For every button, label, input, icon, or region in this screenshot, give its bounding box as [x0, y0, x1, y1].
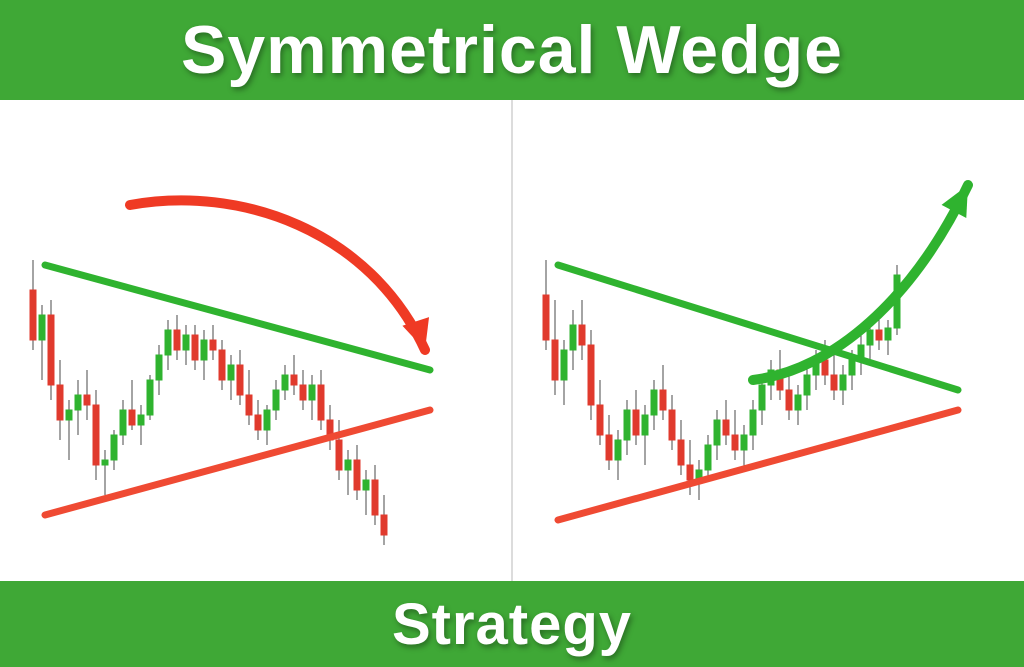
title-banner-top: Symmetrical Wedge [0, 0, 1024, 100]
left-panel [0, 100, 511, 581]
title-top-text: Symmetrical Wedge [181, 11, 843, 89]
title-banner-bottom: Strategy [0, 581, 1024, 667]
right-panel [513, 100, 1024, 581]
title-bottom-text: Strategy [392, 591, 632, 658]
left-chart-svg [0, 100, 511, 581]
right-chart-svg [513, 100, 1024, 581]
infographic-stage: Symmetrical Wedge Strategy [0, 0, 1024, 667]
